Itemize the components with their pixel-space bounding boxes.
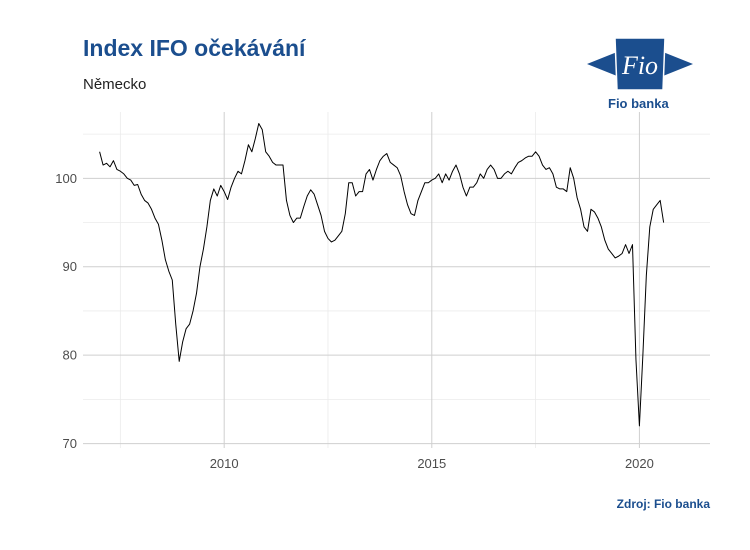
y-tick-label: 90 [63, 259, 77, 274]
logo-right-wing [663, 52, 693, 76]
x-tick-label: 2020 [625, 456, 654, 471]
y-tick-label: 70 [63, 436, 77, 451]
axis-labels: 70 80 90 100 2010 2015 2020 [55, 171, 654, 471]
x-tick-label: 2015 [417, 456, 446, 471]
grid [83, 112, 710, 448]
fio-logo: Fio [587, 37, 693, 91]
logo-diamond [614, 37, 666, 91]
series-line [99, 122, 665, 427]
y-tick-label: 100 [55, 171, 77, 186]
source-note: Zdroj: Fio banka [616, 497, 710, 511]
series-layer [99, 122, 665, 427]
logo-name: Fio banka [608, 96, 669, 111]
logo-left-wing [587, 52, 617, 76]
x-tick-label: 2010 [210, 456, 239, 471]
logo-mark-text: Fio [621, 51, 658, 80]
chart-title: Index IFO očekávání [83, 35, 306, 61]
y-tick-label: 80 [63, 348, 77, 363]
chart-subtitle: Německo [83, 76, 147, 93]
